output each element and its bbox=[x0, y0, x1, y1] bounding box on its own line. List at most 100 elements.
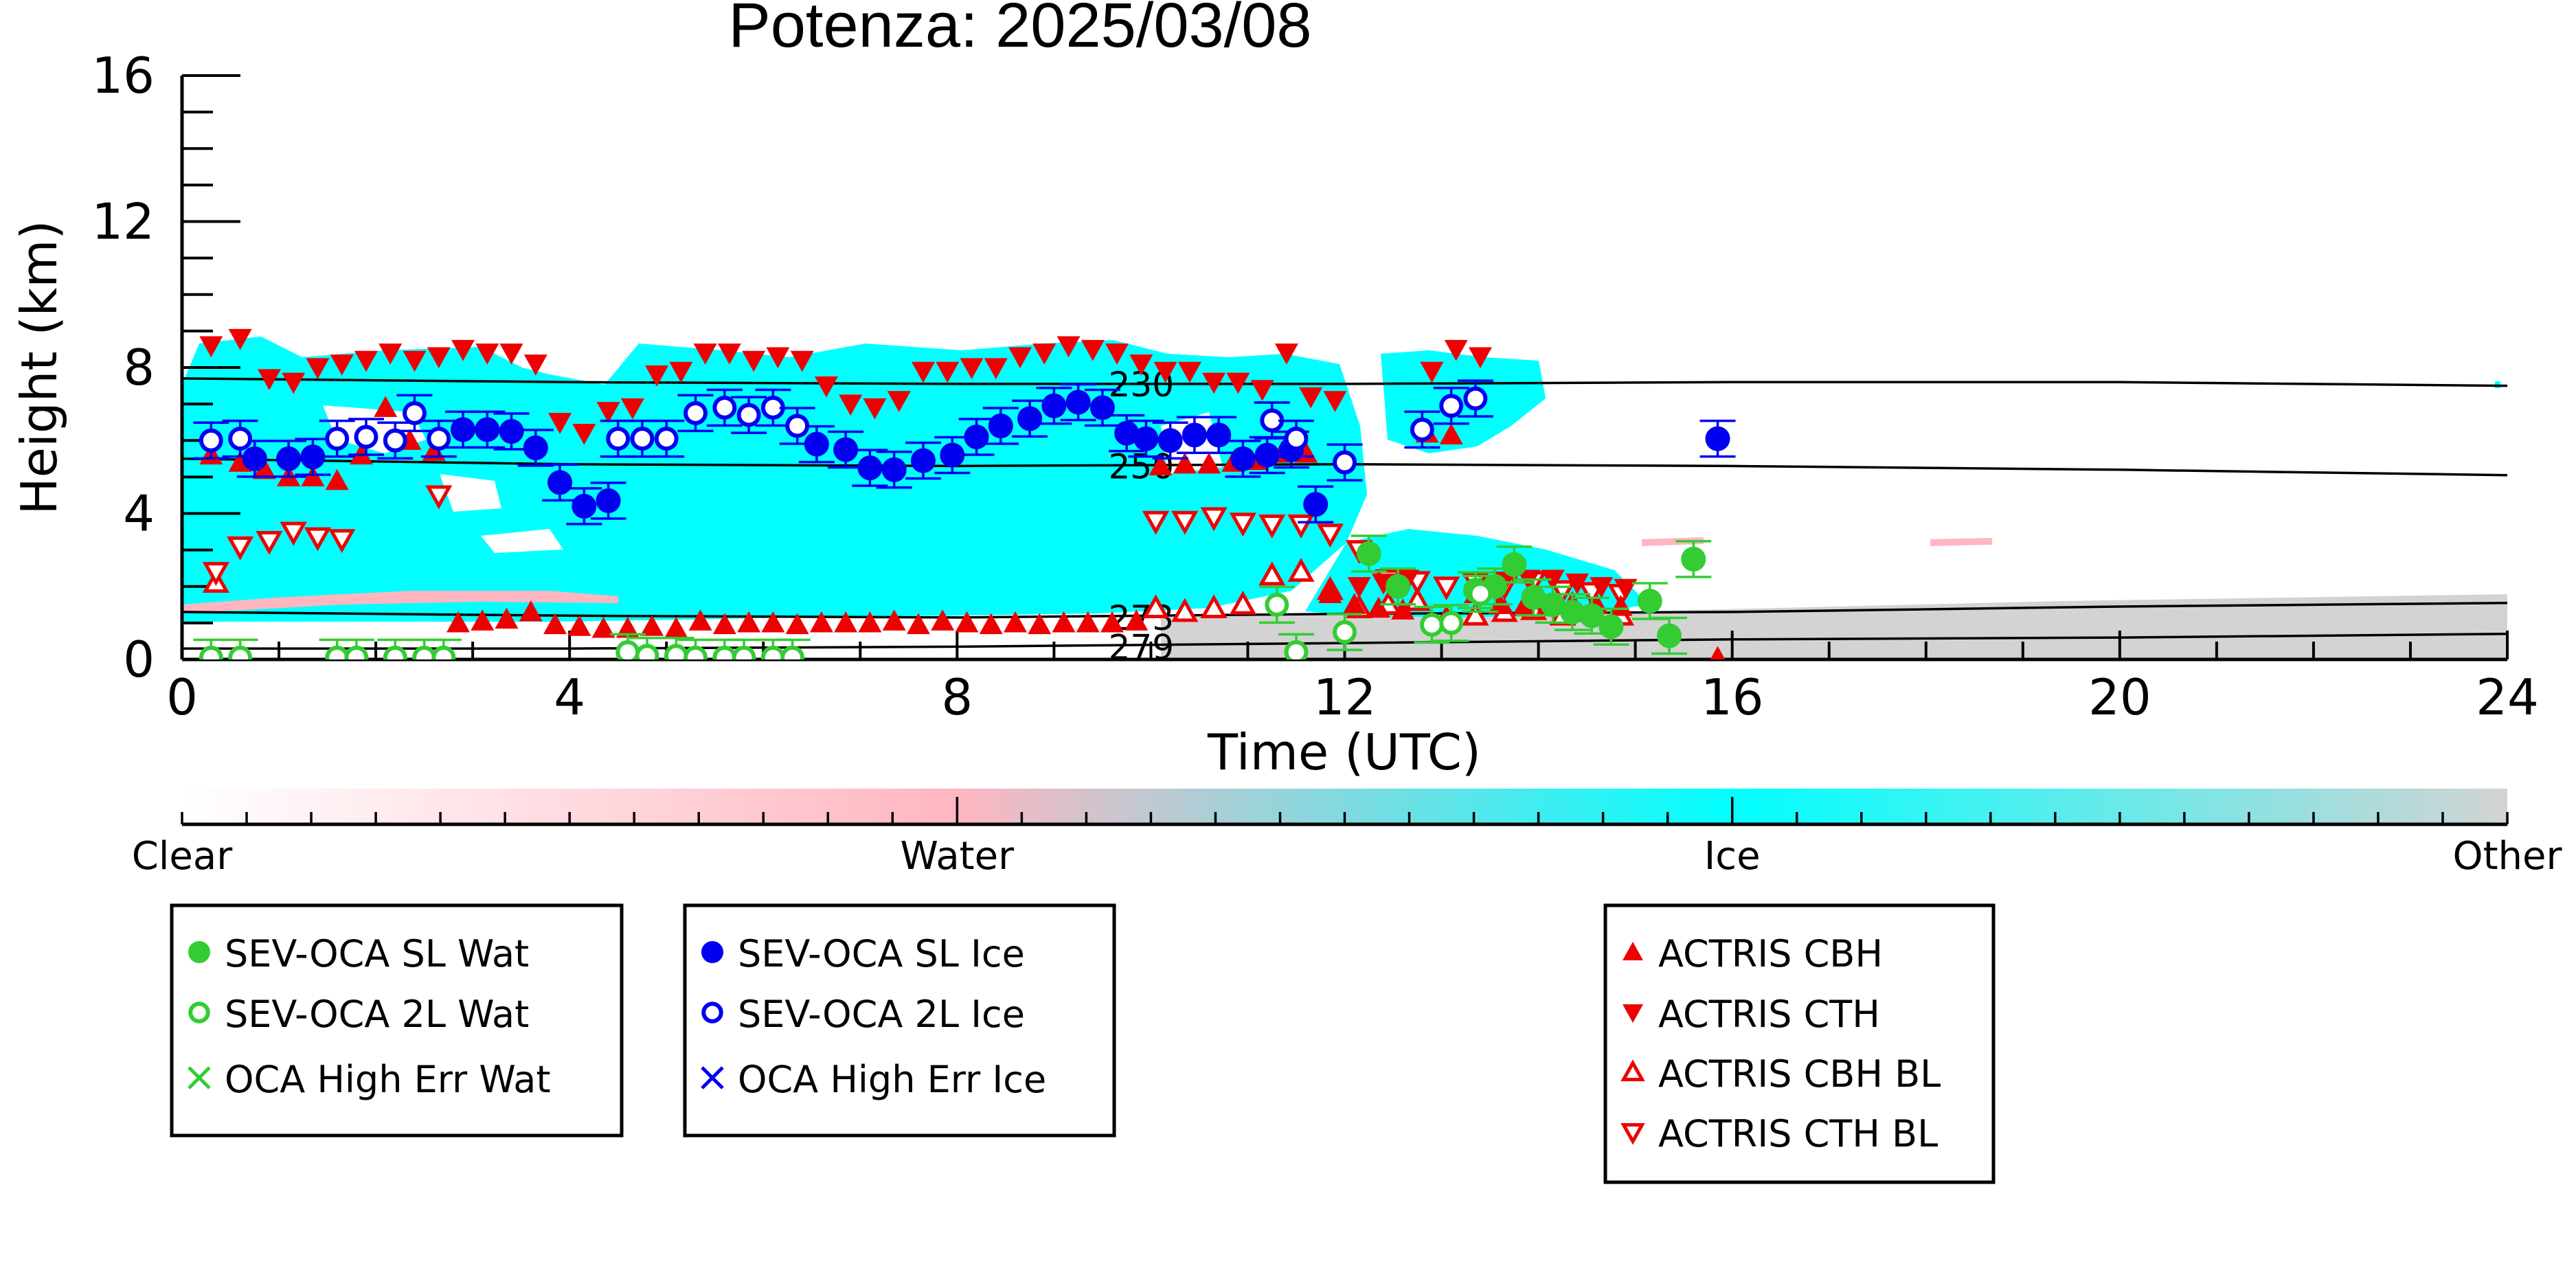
point-sev-oca-sl-ice bbox=[828, 430, 864, 469]
point-actris-cbh bbox=[809, 611, 833, 633]
point-actris-cth bbox=[887, 391, 911, 412]
point-sev-oca-sl-ice bbox=[1201, 416, 1237, 455]
point-sev-oca-2l-wat bbox=[1326, 613, 1363, 651]
point-sev-oca-sl-ice bbox=[271, 440, 307, 478]
point-actris-cbh bbox=[906, 613, 930, 635]
point-actris-cth bbox=[330, 354, 354, 376]
legend-label: SEV-OCA SL Ice bbox=[738, 932, 1025, 975]
point-sev-oca-2l-ice bbox=[755, 388, 791, 427]
point-actris-cbh bbox=[1100, 611, 1124, 633]
point-actris-cth bbox=[1566, 573, 1589, 595]
legend-marker bbox=[188, 941, 210, 963]
point-actris-cth bbox=[403, 350, 427, 372]
point-sev-oca-sl-wat bbox=[1351, 534, 1387, 573]
point-actris-cth-bl bbox=[1200, 507, 1228, 532]
point-actris-cbh bbox=[979, 613, 1003, 635]
legend-marker bbox=[1623, 1004, 1643, 1023]
point-actris-cbh bbox=[1366, 596, 1390, 618]
point-sev-oca-sl-ice bbox=[1036, 387, 1072, 425]
point-actris-cth bbox=[1347, 577, 1371, 598]
point-actris-cth-bl bbox=[256, 530, 283, 555]
point-actris-cth-bl bbox=[1433, 576, 1460, 601]
point-actris-cth bbox=[645, 365, 669, 387]
legend-marker bbox=[1623, 942, 1643, 960]
point-sev-oca-2l-ice bbox=[377, 421, 414, 460]
point-actris-cbh bbox=[325, 468, 349, 490]
point-sev-oca-2l-wat bbox=[677, 638, 714, 659]
point-sev-oca-sl-ice bbox=[852, 449, 888, 487]
point-actris-cbh bbox=[1512, 594, 1536, 616]
point-actris-cbh bbox=[495, 607, 519, 629]
y-ticks: 0 4 8 12 16 bbox=[91, 47, 240, 688]
point-sev-oca-2l-ice bbox=[1457, 379, 1493, 418]
point-actris-cth bbox=[984, 358, 1008, 379]
point-actris-cbh bbox=[712, 613, 736, 635]
point-actris-cth bbox=[257, 369, 281, 390]
legend-label: SEV-OCA 2L Wat bbox=[225, 993, 529, 1036]
water-region bbox=[182, 591, 618, 613]
point-sev-oca-2l-ice bbox=[396, 394, 433, 433]
legend-label: OCA High Err Ice bbox=[738, 1058, 1046, 1101]
point-actris-cbh bbox=[1076, 611, 1100, 633]
point-sev-oca-2l-ice bbox=[1433, 387, 1469, 425]
point-sev-oca-2l-ice bbox=[731, 396, 767, 434]
point-actris-cbh bbox=[615, 616, 640, 638]
point-actris-cbh bbox=[955, 611, 979, 633]
point-actris-cbh bbox=[882, 609, 906, 631]
legend-label: ACTRIS CBH bbox=[1658, 932, 1883, 975]
y-tick-label: 16 bbox=[91, 47, 155, 104]
legend-frame bbox=[1603, 903, 1996, 1184]
point-sev-oca-sl-wat bbox=[1380, 567, 1416, 606]
water-region bbox=[1930, 538, 1992, 546]
point-actris-cth bbox=[1299, 387, 1323, 409]
point-actris-cth bbox=[766, 347, 790, 369]
point-actris-cbh bbox=[1197, 452, 1221, 474]
point-sev-oca-sl-ice bbox=[1699, 419, 1736, 458]
colorbar-ticks bbox=[181, 797, 2509, 824]
point-actris-cth bbox=[379, 343, 403, 365]
point-actris-cbh bbox=[1342, 593, 1366, 614]
legend-marker bbox=[701, 1002, 723, 1024]
point-actris-cth-bl bbox=[1258, 515, 1286, 539]
point-actris-cth bbox=[1541, 569, 1565, 591]
point-sev-oca-2l-wat bbox=[726, 638, 762, 659]
point-actris-cth-bl bbox=[304, 527, 332, 552]
point-sev-oca-sl-ice bbox=[1060, 383, 1096, 422]
point-actris-cth bbox=[1008, 347, 1032, 369]
chart-title: Potenza: 2025/03/08 bbox=[728, 0, 1311, 60]
point-actris-cth bbox=[620, 398, 644, 420]
point-sev-oca-2l-ice bbox=[1278, 419, 1314, 458]
point-actris-cth bbox=[1323, 391, 1347, 412]
point-sev-oca-sl-ice bbox=[542, 463, 578, 502]
point-actris-cbh bbox=[761, 611, 785, 633]
point-sev-oca-sl-wat bbox=[1593, 607, 1629, 646]
y-tick-label: 8 bbox=[123, 339, 155, 396]
point-actris-cbh bbox=[1173, 452, 1197, 474]
point-actris-cbh bbox=[1125, 609, 1149, 631]
point-actris-cth bbox=[1202, 372, 1226, 394]
point-actris-cbh-bl bbox=[1171, 598, 1199, 622]
point-actris-cbh-bl bbox=[1258, 561, 1286, 586]
point-actris-cbh bbox=[785, 613, 809, 635]
point-actris-cbh bbox=[1028, 613, 1052, 635]
point-actris-cbh bbox=[567, 615, 591, 636]
point-sev-oca-sl-wat bbox=[1651, 616, 1687, 655]
point-actris-cth bbox=[669, 361, 693, 383]
x-tick-label: 12 bbox=[1313, 668, 1377, 726]
point-sev-oca-2l-wat bbox=[222, 638, 258, 659]
point-sev-oca-2l-wat bbox=[1462, 574, 1498, 613]
legend-marker bbox=[701, 1066, 724, 1089]
point-actris-cth bbox=[1032, 343, 1057, 365]
point-actris-cth bbox=[228, 328, 252, 350]
point-actris-cbh bbox=[1439, 423, 1463, 444]
point-actris-cth bbox=[1153, 361, 1177, 383]
point-actris-cbh bbox=[591, 616, 615, 638]
point-sev-oca-sl-ice bbox=[798, 425, 835, 464]
colorbar-label-clear: Clear bbox=[132, 834, 233, 879]
colorbar-label-water: Water bbox=[901, 834, 1015, 879]
point-actris-cth bbox=[960, 358, 984, 379]
legend-label: OCA High Err Wat bbox=[225, 1058, 551, 1101]
point-actris-cth bbox=[282, 372, 306, 394]
point-sev-oca-sl-ice bbox=[958, 418, 995, 456]
